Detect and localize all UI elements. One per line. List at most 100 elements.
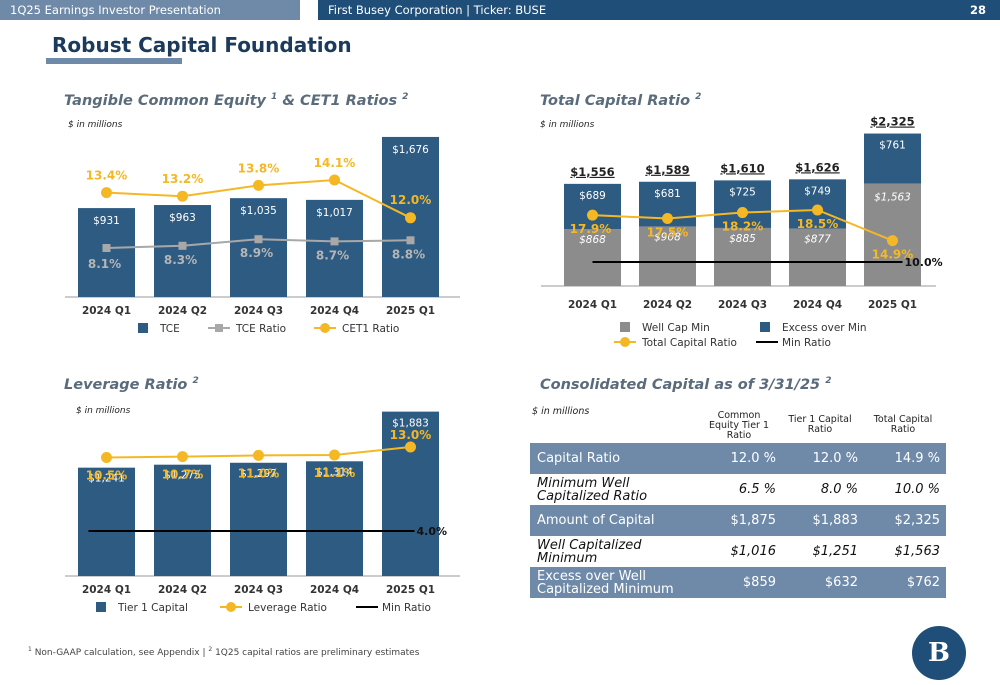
footnote-text2: 1Q25 capital ratios are preliminary esti… (212, 648, 420, 658)
cet1-ratio-point (329, 174, 340, 186)
well-cap-min-bar (864, 183, 921, 286)
footnote-sup2: 2 (208, 646, 213, 653)
tier1-capital-bar (306, 461, 363, 576)
tier-1-capital-legend-label: Tier 1 Capital (117, 602, 188, 614)
table-units: $ in millions (532, 406, 590, 417)
leverage-ratio-legend-marker (226, 602, 236, 612)
x-tick-label: 2024 Q1 (82, 305, 131, 317)
total-capital-ratio-label: 18.5% (797, 217, 839, 231)
excess-over-min-legend-swatch (760, 322, 770, 332)
cet1-ratio-legend-marker (320, 323, 330, 333)
leverage-ratio-chart: $1,241 2024 Q1 $1,275 2024 Q2 $1,297 2024 Q3 $… (65, 411, 460, 614)
leverage-title-text: Leverage Ratio (64, 376, 188, 393)
cet1-ratio-point (177, 190, 188, 202)
total-capital-ratio-legend-label: Total Capital Ratio (641, 337, 737, 349)
tce-ratio-label: 8.9% (240, 246, 273, 260)
tce-ratio-label: 8.8% (392, 247, 425, 261)
title-underline (46, 58, 182, 64)
tce-units: $ in millions (68, 120, 123, 130)
tce-bar-label: $931 (93, 215, 120, 227)
cell-tier1: $632 (824, 575, 858, 590)
cet1-ratio-legend-label: CET1 Ratio (342, 323, 399, 335)
cet1-ratio-label: 12.0% (390, 193, 432, 207)
tce-ratio-legend-label: TCE Ratio (235, 323, 286, 335)
well-cap-min-bar (639, 226, 696, 286)
tce-bar (78, 208, 135, 297)
leverage-ratio-point (177, 451, 188, 463)
total-capital-ratio-point (887, 235, 898, 247)
cell-total: $2,325 (894, 513, 941, 528)
tce-legend-swatch (138, 323, 148, 333)
table-row: Excess over Well Capitalized Minimum $85… (530, 567, 946, 598)
cell-cet1: $1,016 (730, 544, 777, 559)
total-capital-ratio-legend-marker (620, 337, 630, 347)
presentation-label: 1Q25 Earnings Investor Presentation (0, 0, 300, 20)
tier1-capital-bar (230, 462, 287, 576)
footnote-sup1: 1 (28, 646, 32, 653)
leverage-ratio-label: 11.1% (314, 466, 356, 480)
total-capital-ratio-chart: $868 $689 $1,556 2024 Q1 $908 $681 $1,589 2024 … (541, 115, 943, 349)
tce-ratio-label: 8.3% (164, 253, 197, 267)
cell-total: 14.9 % (894, 451, 940, 466)
row-label: Capital Ratio (537, 451, 621, 466)
leverage-ratio-label: 11.0% (238, 466, 280, 480)
leverage-ratio-point (329, 449, 340, 461)
leverage-ratio-point (101, 452, 112, 463)
well-cap-min-legend-swatch (620, 322, 630, 332)
col-header-total: Total Capital Ratio (873, 414, 933, 435)
cet1-ratio-point (405, 212, 416, 224)
min-ratio-legend-label: Min Ratio (382, 602, 431, 614)
leverage-ratio-label: 13.0% (390, 428, 432, 442)
tce-bar-label: $1,035 (240, 205, 277, 217)
tcr-title-sup: 2 (695, 92, 702, 102)
page-title: Robust Capital Foundation (52, 33, 352, 57)
x-tick-label: 2024 Q2 (158, 305, 207, 317)
x-tick-label: 2024 Q3 (234, 305, 283, 317)
tce-bar-label: $963 (169, 212, 196, 224)
total-capital-ratio-label: 18.2% (722, 220, 764, 234)
cell-cet1: 6.5 % (738, 482, 776, 497)
leverage-ratio-label: 10.5% (86, 469, 128, 483)
x-tick-label: 2024 Q1 (568, 299, 617, 311)
excess-over-min-label: $761 (879, 140, 906, 152)
tier1-capital-label: $1,275 (164, 470, 201, 482)
capital-table-title-text: Consolidated Capital as of 3/31/25 (540, 376, 821, 393)
total-capital-label: $1,626 (795, 160, 839, 174)
tce-ratio-point (330, 237, 339, 246)
excess-over-min-label: $689 (579, 190, 606, 202)
leverage-ratio-point (405, 441, 416, 453)
total-capital-ratio-label: 14.9% (872, 248, 914, 262)
tier-1-capital-legend-swatch (96, 602, 106, 612)
tcr-units: $ in millions (540, 120, 595, 130)
total-capital-ratio-point (737, 207, 748, 219)
table-row: Well Capitalized Minimum $1,016 $1,251 $… (530, 536, 946, 567)
leverage-chart-title: Leverage Ratio 2 (64, 376, 199, 393)
excess-over-min-legend-label: Excess over Min (782, 322, 867, 334)
x-tick-label: 2024 Q2 (158, 584, 207, 596)
tier1-capital-label: $1,883 (392, 418, 429, 430)
tce-ratio-legend-marker (215, 324, 223, 332)
cet1-ratio-label: 13.4% (86, 169, 128, 183)
total-capital-ratio-point (662, 213, 673, 224)
x-tick-label: 2024 Q4 (310, 584, 359, 596)
tier1-capital-bar (382, 411, 439, 576)
tcr-title-text: Total Capital Ratio (540, 92, 691, 109)
total-capital-ratio-point (812, 204, 823, 216)
tce-ratio-label: 8.7% (316, 248, 349, 262)
cet1-ratio-label: 13.2% (162, 172, 204, 186)
cet1-ratio-label: 14.1% (314, 156, 356, 170)
leverage-title-sup: 2 (192, 376, 199, 386)
well-cap-min-label: $868 (579, 234, 606, 246)
cell-tier1: 12.0 % (812, 451, 858, 466)
tce-ratio-point (178, 241, 187, 250)
x-tick-label: 2024 Q3 (718, 299, 767, 311)
tce-legend-label: TCE (159, 323, 180, 335)
total-capital-ratio-label: 17.5% (647, 226, 689, 240)
min-ratio-label: 10.0% (905, 256, 943, 269)
table-row: Amount of Capital $1,875 $1,883 $2,325 (530, 505, 946, 536)
tce-cet1-chart: $931 2024 Q1 $963 2024 Q2 $1,035 2024 Q3 $1,01… (65, 136, 460, 335)
min-ratio-label: 4.0% (417, 525, 448, 538)
tier1-capital-bar (78, 467, 135, 576)
excess-over-min-bar (789, 179, 846, 229)
cet1-ratio-label: 13.8% (238, 161, 280, 175)
